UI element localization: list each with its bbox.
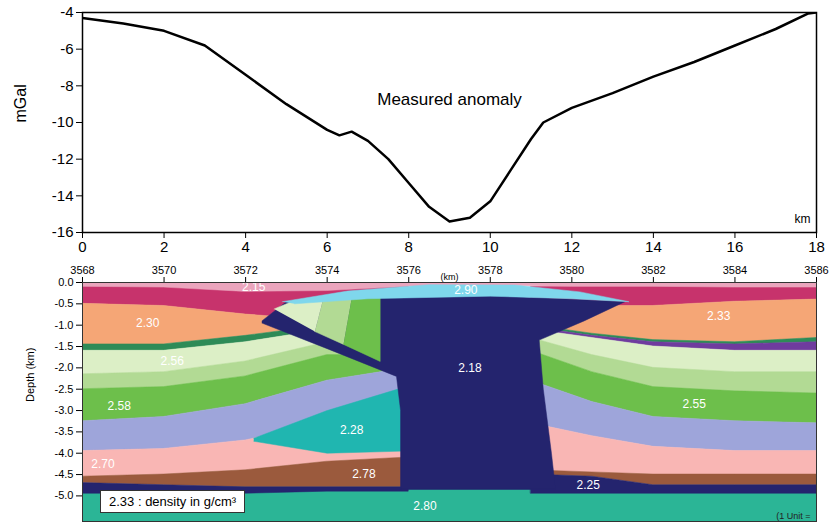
svg-text:2.28: 2.28 [340,423,364,437]
svg-text:14: 14 [645,238,662,255]
svg-text:3572: 3572 [233,264,257,276]
svg-text:2.90: 2.90 [454,283,478,297]
svg-text:mGal: mGal [12,84,29,122]
svg-text:2: 2 [160,238,168,255]
svg-text:-4: -4 [60,3,73,20]
svg-text:-1.0: -1.0 [55,319,74,331]
svg-text:2.55: 2.55 [682,397,706,411]
svg-text:2.56: 2.56 [161,354,185,368]
svg-text:Depth (km): Depth (km) [24,348,36,402]
svg-text:2.25: 2.25 [576,478,600,492]
svg-text:-8: -8 [60,77,73,94]
svg-text:(km): (km) [441,272,459,282]
svg-text:0.0: 0.0 [58,276,73,288]
svg-text:6: 6 [323,238,331,255]
svg-text:12: 12 [563,238,580,255]
svg-text:2.30: 2.30 [136,316,160,330]
svg-text:-10: -10 [52,113,74,130]
svg-text:(1 Unit =: (1 Unit = [776,511,810,521]
svg-text:3582: 3582 [641,264,665,276]
svg-text:3586: 3586 [804,264,828,276]
svg-text:-2.5: -2.5 [55,383,74,395]
svg-text:16: 16 [727,238,744,255]
svg-text:2.15: 2.15 [242,280,266,295]
svg-text:3584: 3584 [723,264,747,276]
svg-text:-4.0: -4.0 [55,447,74,459]
svg-text:Measured anomaly: Measured anomaly [377,90,522,109]
svg-text:-1.5: -1.5 [55,340,74,352]
svg-text:-4.5: -4.5 [55,468,74,480]
svg-text:-3.5: -3.5 [55,425,74,437]
svg-text:-16: -16 [52,223,74,240]
svg-text:3576: 3576 [396,264,420,276]
svg-text:4: 4 [241,238,249,255]
svg-text:2.18: 2.18 [458,361,482,375]
svg-text:-0.5: -0.5 [55,297,74,309]
html-text:2.33 : density in g/cm³: 2.33 : density in g/cm³ [109,494,237,509]
svg-text:18: 18 [808,238,825,255]
svg-text:10: 10 [482,238,499,255]
svg-text:3568: 3568 [70,264,94,276]
svg-text:km: km [795,212,811,226]
svg-text:-12: -12 [52,150,74,167]
svg-text:2.70: 2.70 [91,457,115,471]
svg-text:2.33: 2.33 [707,309,731,323]
svg-text:-5.0: -5.0 [55,489,74,501]
svg-text:3580: 3580 [560,264,584,276]
svg-text:-3.0: -3.0 [55,404,74,416]
svg-text:-2.0: -2.0 [55,361,74,373]
svg-text:-14: -14 [52,187,74,204]
svg-text:8: 8 [405,238,413,255]
svg-text:2.78: 2.78 [352,467,376,481]
svg-text:2.58: 2.58 [108,399,132,413]
svg-text:2.80: 2.80 [413,499,437,513]
svg-text:3578: 3578 [478,264,502,276]
svg-text:-6: -6 [60,40,73,57]
svg-text:3570: 3570 [152,264,176,276]
svg-text:0: 0 [78,238,86,255]
svg-text:3574: 3574 [315,264,339,276]
